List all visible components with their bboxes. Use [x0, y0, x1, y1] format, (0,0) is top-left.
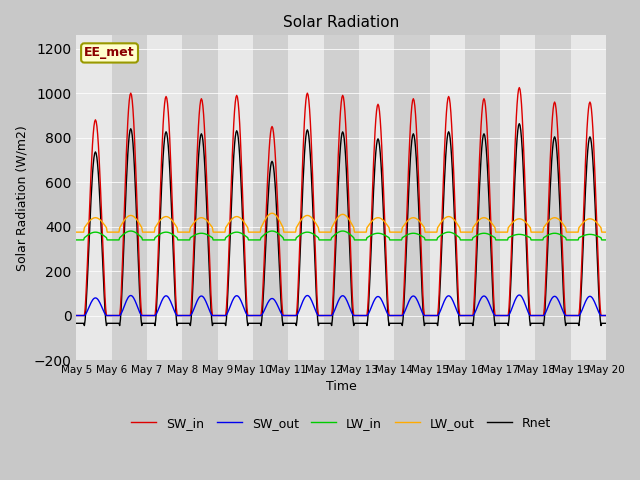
Rnet — [406, 168, 413, 174]
Bar — [571, 36, 606, 360]
LW_out — [268, 210, 276, 216]
SW_in — [515, 84, 523, 90]
SW_out — [136, 311, 144, 316]
Legend: SW_in, SW_out, LW_in, LW_out, Rnet: SW_in, SW_out, LW_in, LW_out, Rnet — [126, 412, 556, 435]
SW_out — [405, 299, 413, 304]
Rnet — [72, 321, 80, 326]
Rnet — [515, 121, 523, 127]
Rnet — [602, 321, 609, 326]
LW_in — [421, 237, 429, 243]
Line: Rnet: Rnet — [76, 124, 605, 325]
Bar — [288, 36, 324, 360]
LW_in — [191, 232, 198, 238]
Bar — [218, 36, 253, 360]
SW_out — [72, 312, 80, 318]
SW_in — [190, 236, 198, 242]
LW_out — [72, 229, 80, 235]
Bar — [394, 36, 429, 360]
Rnet — [191, 237, 198, 243]
Bar — [147, 36, 182, 360]
Bar — [536, 36, 571, 360]
Bar — [111, 36, 147, 360]
Bar — [182, 36, 218, 360]
LW_in — [72, 237, 80, 243]
Line: LW_in: LW_in — [76, 231, 605, 240]
SW_out — [82, 311, 90, 317]
Bar — [429, 36, 465, 360]
SW_out — [420, 312, 428, 318]
LW_out — [82, 223, 90, 228]
Bar — [253, 36, 288, 360]
SW_in — [218, 312, 226, 318]
Rnet — [138, 323, 146, 328]
X-axis label: Time: Time — [326, 381, 356, 394]
LW_out — [190, 220, 198, 226]
Title: Solar Radiation: Solar Radiation — [283, 15, 399, 30]
Bar — [465, 36, 500, 360]
SW_in — [420, 312, 428, 318]
LW_out — [406, 216, 413, 222]
Line: SW_out: SW_out — [76, 295, 605, 315]
Y-axis label: Solar Radiation (W/m2): Solar Radiation (W/m2) — [15, 125, 28, 271]
SW_out — [515, 292, 523, 298]
Bar — [76, 36, 111, 360]
Rnet — [421, 321, 429, 326]
SW_in — [602, 312, 609, 318]
Bar — [359, 36, 394, 360]
Text: EE_met: EE_met — [84, 47, 135, 60]
SW_in — [82, 294, 90, 300]
Rnet — [219, 321, 227, 326]
SW_out — [190, 306, 198, 312]
LW_out — [421, 229, 429, 235]
Rnet — [82, 307, 90, 312]
LW_out — [218, 229, 226, 235]
SW_in — [136, 291, 144, 297]
LW_in — [127, 228, 134, 234]
Bar — [324, 36, 359, 360]
Line: LW_out: LW_out — [76, 213, 605, 232]
LW_in — [82, 234, 90, 240]
LW_out — [602, 229, 609, 235]
LW_in — [406, 231, 413, 237]
SW_in — [72, 312, 80, 318]
LW_in — [602, 237, 609, 243]
Bar — [500, 36, 536, 360]
Rnet — [136, 305, 144, 311]
SW_out — [602, 312, 609, 318]
SW_in — [405, 155, 413, 161]
LW_in — [137, 234, 145, 240]
LW_in — [219, 237, 227, 243]
Line: SW_in: SW_in — [76, 87, 605, 315]
LW_out — [136, 222, 144, 228]
SW_out — [218, 312, 226, 318]
